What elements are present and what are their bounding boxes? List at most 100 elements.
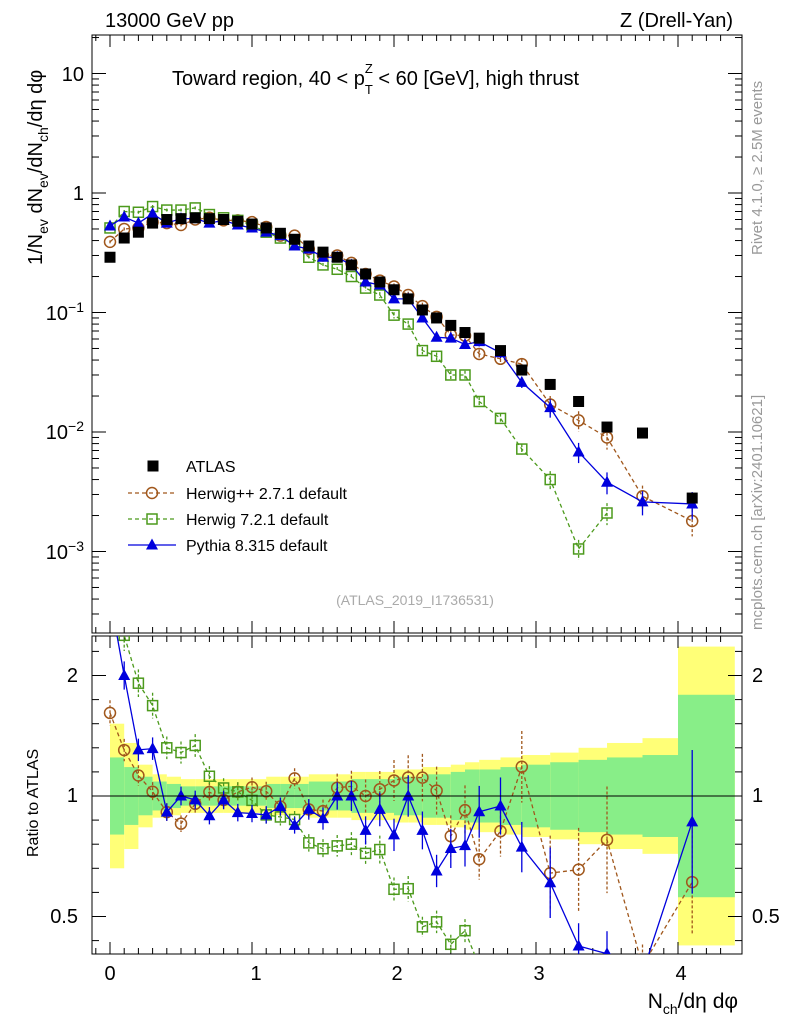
point-pythia: [359, 275, 372, 287]
ratio-point-herwigpp: [146, 785, 159, 798]
main-y-tick-labels: 10 1 10−1 10−2 10−3: [46, 64, 84, 564]
ratio-point-pythia: [331, 789, 344, 801]
ratio-point-pythia: [231, 806, 244, 818]
legend-marker-herwig7: [128, 513, 176, 525]
mcplots-label: mcplots.cern.ch [arXiv:2401.10621]: [749, 395, 766, 630]
point-pythia: [104, 219, 116, 231]
point-atlas: [516, 364, 528, 376]
point-pythia: [601, 475, 613, 487]
ratio-point-herwigpp: [174, 817, 188, 830]
ratio-point-herwig7: [132, 677, 145, 689]
point-pythia: [430, 330, 443, 342]
point-herwig7: [331, 263, 343, 276]
ratio-series-pythia: [104, 590, 699, 954]
ratio-point-herwig7: [445, 938, 457, 951]
ratio-point-pythia: [572, 939, 585, 951]
ratio-point-herwigpp: [132, 769, 145, 782]
ratio-plot-frame: [91, 635, 743, 955]
ratio-tick-label-2: 2: [67, 665, 78, 687]
point-atlas: [289, 233, 301, 245]
ratio-point-herwigpp: [472, 852, 486, 866]
ratio-point-herwig7: [203, 770, 216, 782]
ratio-y-tick-labels: 2 1 0.5 2 1 0.5: [50, 665, 780, 928]
point-herwig7: [430, 350, 443, 363]
ratio-point-herwigpp: [259, 785, 273, 798]
ratio-point-pythia: [146, 742, 159, 754]
series-line-herwigpp: [109, 217, 693, 522]
point-herwig7: [601, 507, 613, 519]
legend-label-herwig7: Herwig 7.2.1 default: [186, 512, 329, 529]
ratio-point-pythia: [302, 802, 315, 814]
ratio-line-herwigpp: [109, 712, 693, 954]
ratio-point-herwig7: [146, 699, 159, 712]
legend-marker-herwigpp: [128, 486, 176, 500]
point-pythia: [118, 210, 131, 222]
ratio-point-herwig7: [175, 746, 187, 759]
ratio-point-pythia: [260, 808, 273, 820]
point-atlas: [473, 332, 485, 344]
ratio-point-pythia: [175, 789, 187, 801]
point-herwig7: [544, 473, 556, 486]
point-pythia: [444, 331, 457, 343]
point-herwig7: [445, 369, 457, 381]
ratio-point-herwig7: [602, 986, 612, 996]
xtick-label-1: 1: [250, 963, 261, 985]
ratio-point-pythia: [603, 947, 611, 954]
point-atlas: [445, 319, 457, 331]
ratio-point-herwig7: [545, 993, 555, 1003]
ytick-label-1: 1: [73, 183, 84, 205]
ratio-point-pythia: [473, 805, 486, 817]
legend-symbol-pythia: [146, 538, 158, 550]
ratio-point-pythia: [132, 743, 145, 755]
point-atlas: [345, 259, 357, 271]
ratio-point-herwig7: [189, 739, 201, 752]
point-atlas: [402, 293, 414, 305]
ratio-point-herwigpp: [515, 760, 529, 774]
point-herwig7: [473, 395, 485, 408]
legend-symbol-herwig7: [146, 513, 158, 525]
y-axis-title: 1/Nev dNev/dNch/dη dφ: [25, 70, 51, 265]
ratio-point-herwig7: [430, 916, 443, 928]
ratio-point-pythia: [359, 823, 372, 835]
point-herwig7: [416, 344, 429, 357]
point-pythia: [459, 337, 471, 349]
ratio-point-herwigpp: [416, 771, 429, 784]
point-pythia: [288, 239, 301, 251]
ratio-point-herwig7: [459, 924, 471, 937]
point-atlas: [637, 427, 648, 439]
ratio-tick-label-right-2: 2: [752, 665, 763, 687]
xtick-label-4: 4: [675, 963, 686, 985]
ratio-point-herwigpp: [572, 863, 585, 876]
point-atlas: [686, 492, 698, 504]
series-line-pythia: [109, 213, 693, 505]
ratio-point-pythia: [104, 590, 116, 601]
ratio-plot-data: [103, 590, 699, 1003]
ratio-tick-label-0.5: 0.5: [50, 906, 78, 928]
point-pythia: [636, 495, 649, 507]
legend-symbol-atlas: [147, 460, 159, 472]
point-atlas: [132, 226, 144, 238]
ratio-point-herwigpp: [637, 960, 648, 971]
legend-marker-pythia: [128, 538, 176, 550]
point-atlas: [374, 276, 386, 288]
ratio-point-herwig7: [359, 847, 372, 860]
point-herwig7: [459, 369, 471, 381]
point-atlas: [331, 251, 343, 263]
main-plot-data: [103, 200, 699, 561]
ratio-point-herwig7: [317, 842, 329, 855]
ratio-point-pythia: [402, 789, 415, 801]
ratio-point-herwig7: [232, 786, 244, 798]
ratio-point-pythia: [388, 828, 400, 840]
point-atlas: [431, 312, 443, 324]
point-herwig7: [494, 412, 507, 425]
series-line-herwig7: [109, 205, 608, 551]
ratio-point-herwig7: [345, 838, 358, 850]
ratio-point-pythia: [459, 839, 471, 851]
energy-label: 13000 GeV pp: [105, 10, 234, 32]
point-herwig7: [374, 289, 386, 301]
point-herwig7: [388, 309, 400, 321]
ratio-point-pythia: [118, 669, 131, 680]
ratio-point-herwigpp: [117, 743, 131, 757]
ratio-point-pythia: [288, 818, 301, 830]
